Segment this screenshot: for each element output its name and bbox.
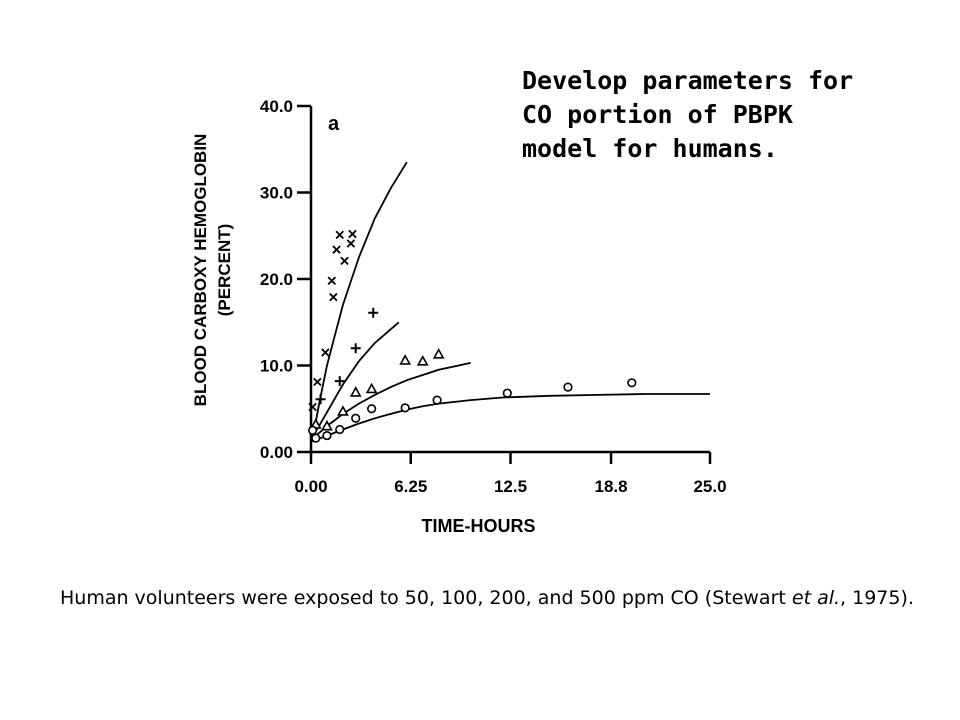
series-2-fit-curve	[310, 321, 400, 440]
series-3-point	[337, 405, 349, 416]
x-tick-label: 12.5	[494, 477, 527, 496]
series-4-point	[563, 382, 573, 392]
heading-line-2: CO portion of PBPK	[522, 100, 793, 129]
series-4-point	[502, 388, 512, 398]
panel-label: a	[328, 113, 340, 135]
series-1-point	[308, 402, 317, 412]
y-tick-label: 10.0	[260, 357, 293, 376]
series-4-point	[351, 413, 361, 423]
series-4-point	[307, 425, 318, 435]
series-4-point	[432, 395, 442, 405]
series-1-point	[329, 292, 338, 302]
x-tick-label: 25.0	[693, 477, 726, 496]
series-2-point	[315, 394, 326, 405]
series-1-point	[313, 377, 322, 387]
series-1-point	[327, 276, 336, 285]
series-3-point	[399, 354, 412, 365]
heading-line-1: Develop parameters for	[522, 66, 854, 95]
series-4-point	[335, 424, 345, 435]
caption-text-2: , 1975).	[840, 587, 914, 609]
series-1-point	[348, 229, 357, 239]
heading-line-3: model for humans.	[522, 134, 778, 163]
series-4-point	[400, 403, 410, 413]
series-4-point	[322, 430, 332, 441]
series-3-point	[365, 382, 378, 394]
y-tick-label: 40.0	[260, 97, 293, 116]
x-tick-label: 6.25	[394, 477, 427, 496]
chart-panel-background	[178, 82, 735, 544]
series-2-point	[334, 376, 345, 387]
series-4-point	[367, 404, 377, 414]
series-1-fit-curve	[310, 161, 408, 440]
x-axis-title: TIME-HOURS	[422, 516, 536, 536]
x-tick-label: 18.8	[595, 477, 628, 496]
series-1-point	[346, 239, 356, 248]
series-2-point	[368, 307, 379, 318]
series-3-point	[432, 348, 445, 359]
caption-italic: et al.	[791, 587, 841, 609]
series-1-point	[335, 230, 344, 240]
series-2-point	[350, 343, 361, 354]
series-4-fit-curve	[310, 393, 710, 443]
series-3-point	[416, 355, 429, 366]
series-3-point	[349, 386, 362, 397]
series-1-point	[321, 348, 330, 357]
series-4-point	[627, 378, 637, 388]
y-tick-label: 20.0	[260, 270, 293, 289]
x-tick-label: 0.00	[294, 477, 327, 496]
series-4-point	[311, 433, 321, 443]
figure-caption: Human volunteers were exposed to 50, 100…	[60, 584, 920, 612]
y-tick-label: 0.00	[260, 443, 293, 462]
series-3-point	[321, 419, 333, 431]
y-axis-subtitle: (PERCENT)	[215, 224, 234, 317]
caption-text-1: Human volunteers were exposed to 50, 100…	[60, 587, 786, 609]
slide-heading: Develop parameters for CO portion of PBP…	[522, 64, 942, 166]
series-1-point	[332, 245, 341, 254]
y-tick-label: 30.0	[260, 184, 293, 203]
series-1-point	[340, 256, 349, 266]
y-axis-title: BLOOD CARBOXY HEMOGLOBIN	[191, 134, 210, 407]
